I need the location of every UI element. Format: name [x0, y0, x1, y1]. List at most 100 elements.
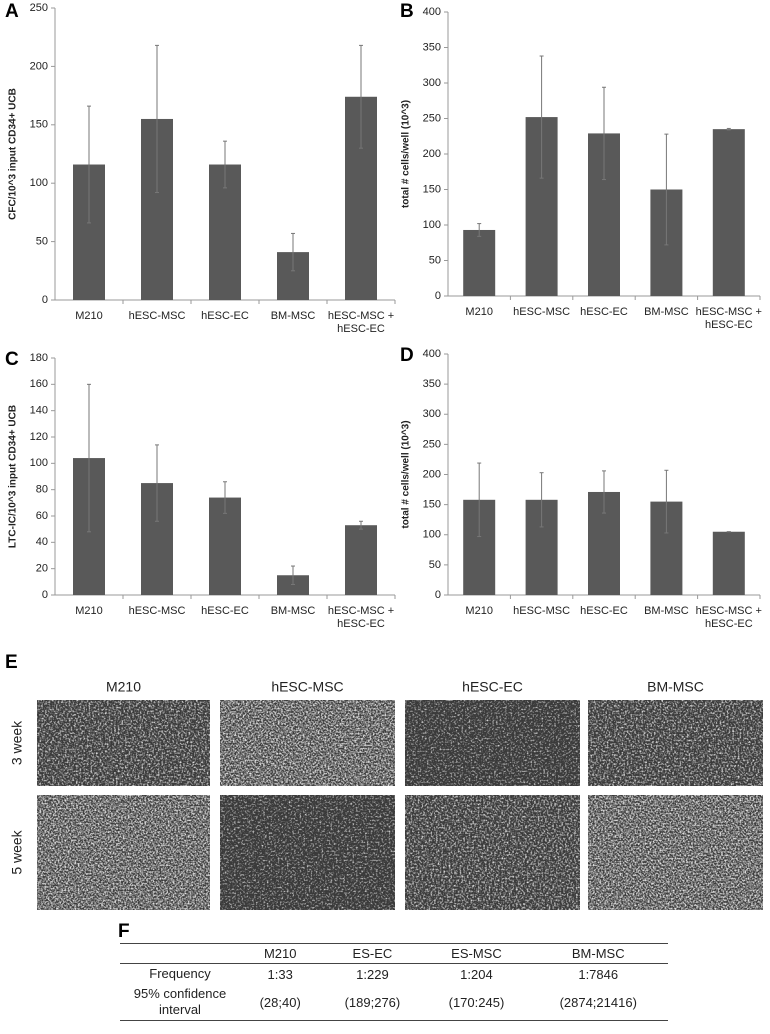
- error-bar: [602, 470, 606, 514]
- x-tick-label: hESC-EC: [580, 605, 628, 617]
- column-header: ES-MSC: [451, 946, 502, 961]
- y-tick-label: 300: [423, 408, 441, 420]
- bar: [712, 129, 745, 296]
- error-bar: [155, 444, 159, 522]
- column-header: ES-EC: [352, 946, 393, 961]
- column-header: M210: [263, 946, 297, 961]
- y-tick-label: 250: [423, 112, 441, 124]
- x-tick-label: hESC-EC: [201, 605, 249, 617]
- row-label: 95% confidence interval: [133, 986, 227, 1017]
- y-axis-title: total # cells/well (10^3): [401, 420, 412, 528]
- x-tick-label: M210: [75, 310, 103, 322]
- x-tick-label: hESC-MSC: [513, 306, 571, 318]
- panel-label: D: [400, 345, 414, 366]
- x-tick-label: hESC-EC: [201, 310, 249, 322]
- table-cell: (189;276): [344, 994, 401, 1010]
- table-cell: 1:204: [460, 966, 493, 982]
- micrograph: [405, 700, 580, 786]
- panel-label: F: [118, 921, 130, 942]
- column-label: BM-MSC: [647, 679, 704, 695]
- column-header: BM-MSC: [571, 946, 625, 961]
- error-bar: [664, 133, 669, 246]
- y-tick-label: 200: [423, 148, 441, 160]
- x-tick-label: hESC-MSC + hESC-EC: [327, 310, 395, 335]
- micrograph: [588, 795, 763, 910]
- panel-label: A: [5, 1, 19, 22]
- table-row: 95% confidence interval (28;40) (189;276) (…: [120, 984, 668, 1021]
- y-tick-label: 160: [30, 378, 48, 390]
- table-cell: (28;40): [259, 994, 301, 1010]
- y-tick-label: 50: [429, 559, 441, 571]
- bar: [345, 525, 377, 595]
- y-tick-label: 100: [30, 457, 48, 469]
- y-axis-title: total # cells/well (10^3): [401, 100, 412, 208]
- y-tick-label: 20: [36, 563, 48, 575]
- y-axis-title: CFC/10^3 input CD34+ UCB: [8, 88, 19, 220]
- row-label: 3 week: [9, 720, 25, 765]
- bar: [277, 575, 309, 595]
- error-bar: [223, 140, 227, 189]
- table-cell: 1:33: [267, 966, 293, 982]
- error-bar: [359, 44, 363, 149]
- x-tick-label: M210: [465, 605, 493, 617]
- micrograph: [220, 795, 395, 910]
- table-header: M210 ES-EC ES-MSC BM-MSC: [120, 943, 668, 964]
- x-tick-label: BM-MSC: [644, 605, 689, 617]
- x-tick-label: M210: [75, 605, 103, 617]
- y-tick-label: 100: [423, 219, 441, 231]
- error-bar: [87, 105, 91, 224]
- panel-label: B: [400, 1, 414, 22]
- y-tick-label: 80: [36, 484, 48, 496]
- table-body: Frequency 1:33 1:229 1:204 1:7846 95% confide…: [120, 964, 668, 1021]
- y-tick-label: 50: [36, 236, 48, 248]
- y-tick-label: 100: [423, 529, 441, 541]
- y-tick-label: 350: [423, 378, 441, 390]
- y-tick-label: 350: [423, 41, 441, 53]
- x-tick-label: hESC-MSC: [128, 605, 186, 617]
- panel-label: E: [5, 652, 18, 673]
- y-tick-label: 400: [423, 348, 441, 360]
- y-tick-label: 60: [36, 510, 48, 522]
- table-cell: 1:229: [356, 966, 389, 982]
- column-label: M210: [106, 679, 141, 695]
- error-bar: [477, 223, 482, 237]
- x-tick-label: BM-MSC: [270, 605, 316, 617]
- error-bar: [539, 55, 544, 179]
- x-tick-label: hESC-MSC + hESC-EC: [327, 605, 395, 630]
- y-tick-label: 250: [30, 2, 48, 14]
- y-tick-label: 150: [30, 119, 48, 131]
- error-bar: [223, 481, 227, 514]
- table-cell: (170:245): [448, 994, 505, 1010]
- table-cell: 1:7846: [578, 966, 619, 982]
- table-row: Frequency 1:33 1:229 1:204 1:7846: [120, 964, 668, 985]
- y-tick-label: 400: [423, 6, 441, 18]
- y-tick-label: 180: [30, 352, 48, 364]
- error-bar: [291, 565, 295, 585]
- y-tick-label: 40: [36, 536, 48, 548]
- y-tick-label: 150: [423, 183, 441, 195]
- y-tick-label: 0: [42, 589, 48, 601]
- bar: [463, 229, 496, 296]
- y-tick-label: 100: [30, 177, 48, 189]
- error-bar: [477, 462, 482, 538]
- error-bar: [155, 44, 159, 194]
- y-tick-label: 300: [423, 77, 441, 89]
- y-tick-label: 0: [42, 294, 48, 306]
- error-bar: [359, 520, 363, 530]
- micrograph: [405, 795, 580, 910]
- micrograph: [588, 700, 763, 786]
- panel-label: C: [5, 349, 19, 370]
- bar: [712, 531, 745, 595]
- table-cell: (2874;21416): [559, 994, 637, 1010]
- x-tick-label: hESC-EC: [580, 306, 628, 318]
- error-bar: [726, 127, 731, 131]
- y-tick-label: 50: [429, 254, 441, 266]
- error-bar: [539, 472, 544, 528]
- x-tick-label: BM-MSC: [644, 306, 689, 318]
- row-label: Frequency: [149, 966, 211, 981]
- column-label: hESC-MSC: [271, 679, 343, 695]
- column-label: hESC-EC: [462, 679, 523, 695]
- error-bar: [602, 86, 606, 181]
- y-tick-label: 0: [435, 290, 441, 302]
- error-bar: [87, 383, 91, 533]
